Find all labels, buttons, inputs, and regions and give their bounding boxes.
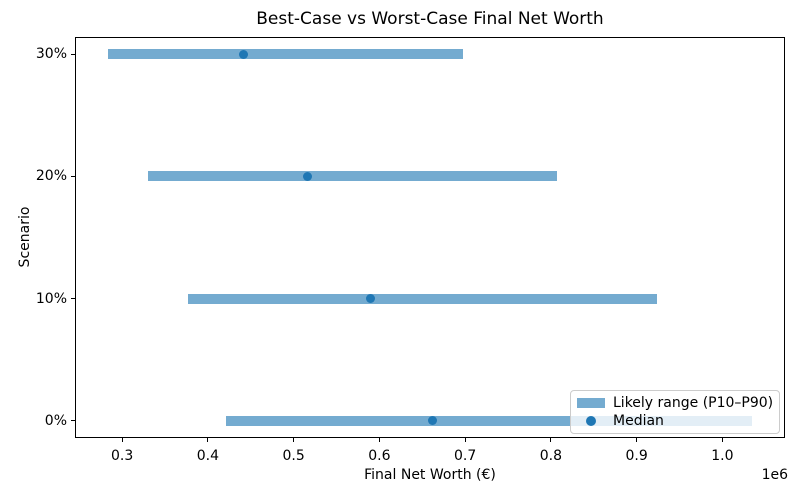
x-axis-offset-label: 1e6 (761, 467, 788, 483)
x-tick-mark (121, 438, 123, 442)
median-swatch-wrap (577, 416, 605, 427)
legend-median-label: Median (613, 413, 664, 430)
y-tick-label: 10% (35, 290, 67, 307)
x-tick-mark (207, 438, 209, 442)
x-tick-mark (721, 438, 723, 442)
x-tick-label: 0.4 (196, 448, 220, 464)
x-axis-label: Final Net Worth (€) (364, 467, 496, 483)
x-tick-label: 0.7 (454, 448, 477, 464)
x-tick-mark (378, 438, 380, 442)
x-tick-mark (550, 438, 552, 442)
x-tick-label: 0.6 (368, 448, 391, 464)
y-tick-label: 0% (44, 412, 67, 429)
x-tick-label: 1.0 (711, 448, 734, 464)
y-tick-label: 20% (35, 168, 67, 185)
legend: Likely range (P10–P90) Median (570, 390, 780, 434)
x-tick-label: 0.9 (625, 448, 648, 464)
range-swatch-icon (577, 397, 605, 408)
x-tick-label: 0.5 (282, 448, 305, 464)
legend-range-label: Likely range (P10–P90) (613, 394, 774, 411)
x-tick-mark (464, 438, 466, 442)
y-tick-label: 30% (35, 46, 67, 63)
x-tick-mark (293, 438, 295, 442)
plot-area (75, 37, 785, 438)
legend-item-range: Likely range (P10–P90) (577, 394, 773, 412)
x-tick-label: 0.3 (111, 448, 134, 464)
y-axis-label: Scenario (17, 206, 33, 268)
x-tick-mark (636, 438, 638, 442)
median-dot-icon (586, 416, 596, 427)
x-tick-label: 0.8 (539, 448, 563, 464)
chart-title: Best-Case vs Worst-Case Final Net Worth (256, 9, 604, 29)
legend-item-median: Median (577, 412, 773, 430)
